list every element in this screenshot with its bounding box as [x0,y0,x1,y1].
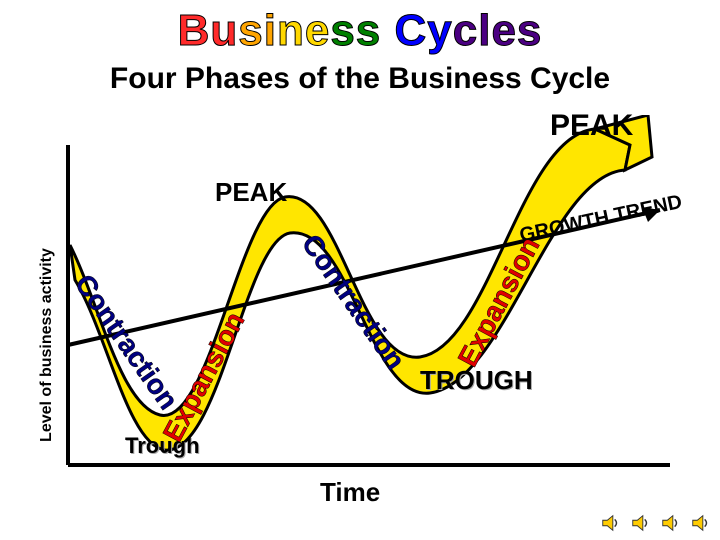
title-part: Bu [178,6,239,55]
speaker-icon[interactable] [660,512,682,534]
peak-label-small: PEAK [215,177,287,208]
peak-label-large: PEAK [550,109,633,143]
title-part: Cy [395,6,453,55]
subtitle: Four Phases of the Business Cycle [0,62,720,96]
title-part: cles [453,6,543,55]
title-part: si [238,6,277,55]
speaker-icon[interactable] [630,512,652,534]
slide-nav-icons [600,512,712,534]
title-part: ne [277,6,330,55]
speaker-icon[interactable] [690,512,712,534]
title-part: ss [330,6,394,55]
main-title: Business Cycles [0,6,720,56]
speaker-icon[interactable] [600,512,622,534]
business-cycle-diagram: Level of business activity Time PEAK PEA… [20,115,700,510]
